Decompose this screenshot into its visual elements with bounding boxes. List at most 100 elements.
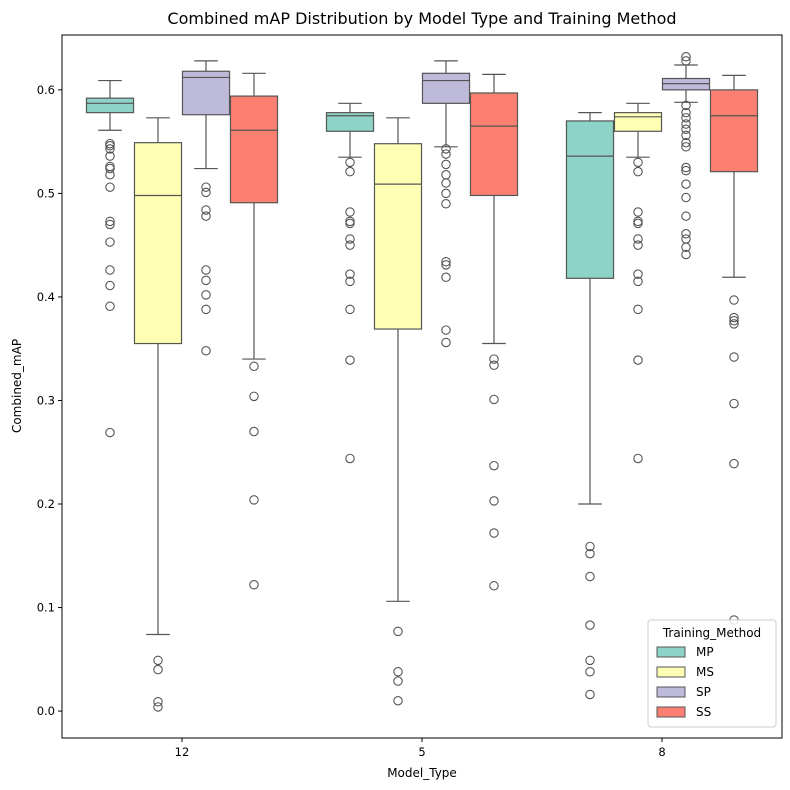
box-MP-8 [565, 112, 615, 700]
outlier-point [105, 151, 115, 161]
outlier-point [633, 304, 643, 315]
outlier-point [633, 276, 643, 287]
outlier-point [105, 163, 115, 174]
legend: Training_Method MP MS SP SS [647, 619, 777, 728]
outlier-point [345, 218, 355, 229]
outlier-point [153, 702, 163, 712]
box-iqr [613, 112, 663, 132]
outlier-point [441, 260, 451, 270]
outlier-point [633, 157, 643, 168]
outlier-point [105, 237, 115, 247]
outlier-point [585, 689, 595, 700]
box-SS-12 [229, 72, 279, 590]
outlier-point [585, 548, 595, 559]
x-tick-label: 5 [418, 745, 425, 759]
x-tick-label: 12 [175, 745, 190, 759]
legend-title: Training_Method [662, 626, 761, 640]
outlier-point [681, 162, 691, 173]
outlier-point [393, 626, 403, 637]
outlier-point [153, 655, 163, 666]
outlier-point [729, 316, 739, 326]
outlier-point [489, 360, 499, 371]
outlier-point [681, 229, 691, 239]
outlier-point [393, 676, 403, 686]
outlier-point [489, 581, 499, 591]
outlier-point [345, 234, 355, 244]
boxes-layer [85, 51, 759, 712]
box-iqr [373, 143, 423, 330]
chart-title: Combined mAP Distribution by Model Type … [167, 9, 676, 28]
outlier-point [345, 453, 355, 464]
outlier-point [489, 496, 499, 506]
outlier-point [105, 427, 115, 438]
outlier-point [729, 319, 739, 329]
outlier-point [681, 142, 691, 152]
outlier-point [441, 325, 451, 335]
axes-layer: 0.0 0.1 0.2 0.3 0.4 0.5 0.6 12 5 8 [37, 34, 783, 759]
outlier-point [681, 249, 691, 260]
outlier-point [249, 391, 259, 402]
outlier-point [105, 141, 115, 151]
box-iqr [709, 89, 759, 173]
box-iqr [421, 72, 471, 104]
outlier-point [441, 256, 451, 267]
outlier-point [441, 149, 451, 159]
outlier-point [345, 276, 355, 287]
outlier-point [441, 272, 451, 283]
outlier-point [345, 166, 355, 177]
outlier-point [441, 159, 451, 170]
outlier-point [105, 219, 115, 230]
box-iqr [133, 142, 183, 345]
outlier-point [393, 666, 403, 677]
outlier-point [633, 218, 643, 229]
outlier-point [681, 165, 691, 176]
outlier-point [633, 207, 643, 217]
outlier-point [729, 312, 739, 323]
outlier-point [201, 211, 211, 221]
box-MS-12 [133, 117, 183, 712]
outlier-point [681, 124, 691, 134]
y-tick-label: 0.5 [37, 186, 55, 200]
outlier-point [153, 664, 163, 675]
outlier-point [345, 207, 355, 217]
outlier-point [201, 304, 211, 315]
legend-swatch-MS [656, 666, 686, 678]
outlier-point [249, 361, 259, 372]
outlier-point [201, 187, 211, 198]
box-iqr [469, 92, 519, 197]
outlier-point [105, 280, 115, 291]
outlier-point [489, 528, 499, 538]
box-MS-8 [613, 102, 663, 464]
outlier-point [441, 188, 451, 199]
outlier-point [633, 355, 643, 365]
outlier-point [201, 346, 211, 356]
legend-swatch-SS [656, 706, 686, 718]
outlier-point [585, 541, 595, 552]
x-axis-label: Model_Type [387, 766, 457, 780]
outlier-point [105, 265, 115, 275]
y-tick-label: 0.0 [37, 704, 55, 718]
box-MS-5 [373, 117, 423, 706]
outlier-point [105, 144, 115, 154]
box-iqr [85, 97, 135, 114]
outlier-point [681, 137, 691, 148]
legend-swatch-MP [656, 646, 686, 658]
outlier-point [633, 240, 643, 250]
outlier-point [633, 269, 643, 279]
outlier-point [441, 178, 451, 188]
outlier-point [345, 355, 355, 365]
outlier-point [105, 182, 115, 192]
legend-label-MS: MS [696, 665, 714, 679]
outlier-point [345, 240, 355, 250]
y-axis-label: Combined_mAP [10, 339, 24, 433]
outlier-point [681, 242, 691, 252]
outlier-point [105, 216, 115, 227]
outlier-point [345, 157, 355, 168]
outlier-point [633, 166, 643, 177]
outlier-point [105, 301, 115, 312]
outlier-point [393, 695, 403, 706]
outlier-point [345, 269, 355, 279]
outlier-point [681, 51, 691, 62]
outlier-point [249, 580, 259, 590]
outlier-point [681, 56, 691, 66]
